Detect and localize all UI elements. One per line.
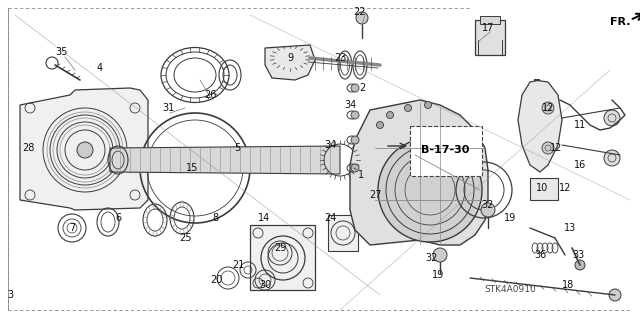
Text: 17: 17	[482, 23, 494, 33]
Text: 29: 29	[274, 243, 286, 253]
Circle shape	[604, 150, 620, 166]
Circle shape	[378, 138, 482, 242]
Circle shape	[404, 105, 412, 112]
Text: 35: 35	[56, 47, 68, 57]
Polygon shape	[265, 45, 315, 80]
Text: FR.: FR.	[610, 17, 630, 27]
Circle shape	[424, 101, 431, 108]
Text: 15: 15	[186, 163, 198, 173]
Circle shape	[387, 112, 394, 118]
Circle shape	[351, 84, 359, 92]
Text: 32: 32	[426, 253, 438, 263]
Bar	[250, 225, 315, 290]
Bar	[475, 20, 505, 55]
Text: 34: 34	[344, 100, 356, 110]
Text: 19: 19	[504, 213, 516, 223]
Circle shape	[356, 12, 368, 24]
Text: 30: 30	[259, 280, 271, 290]
Text: 9: 9	[287, 53, 293, 63]
Circle shape	[351, 136, 359, 144]
Text: 18: 18	[562, 280, 574, 290]
Polygon shape	[110, 146, 340, 174]
Text: 7: 7	[69, 223, 75, 233]
Text: 32: 32	[482, 200, 494, 210]
Text: 1: 1	[358, 170, 364, 180]
Text: 8: 8	[212, 213, 218, 223]
Circle shape	[609, 289, 621, 301]
Circle shape	[542, 142, 554, 154]
Circle shape	[433, 248, 447, 262]
Text: 12: 12	[550, 143, 562, 153]
Text: 12: 12	[559, 183, 571, 193]
Polygon shape	[350, 100, 488, 245]
Text: 13: 13	[564, 223, 576, 233]
Text: B-17-30: B-17-30	[421, 145, 469, 155]
Text: 3: 3	[7, 290, 13, 300]
Circle shape	[351, 111, 359, 119]
Text: 28: 28	[22, 143, 34, 153]
Text: 36: 36	[534, 250, 546, 260]
Text: 24: 24	[324, 213, 336, 223]
Text: 27: 27	[369, 190, 381, 200]
Circle shape	[542, 182, 554, 194]
Text: 11: 11	[574, 120, 586, 130]
Text: 23: 23	[334, 53, 346, 63]
Bar	[530, 178, 558, 200]
Text: 25: 25	[179, 233, 191, 243]
Text: 33: 33	[572, 250, 584, 260]
Text: 26: 26	[204, 90, 216, 100]
Circle shape	[604, 110, 620, 126]
Circle shape	[481, 203, 495, 217]
Text: 31: 31	[162, 103, 174, 113]
Text: STK4A0910: STK4A0910	[484, 286, 536, 294]
Text: 20: 20	[210, 275, 222, 285]
Bar	[480, 16, 500, 24]
Text: 12: 12	[542, 103, 554, 113]
Circle shape	[542, 102, 554, 114]
Text: 16: 16	[574, 160, 586, 170]
Text: 4: 4	[97, 63, 103, 73]
Circle shape	[77, 142, 93, 158]
Text: 2: 2	[359, 83, 365, 93]
Circle shape	[376, 122, 383, 129]
Text: 14: 14	[258, 213, 270, 223]
Text: 10: 10	[536, 183, 548, 193]
Polygon shape	[20, 88, 148, 210]
Polygon shape	[518, 80, 562, 172]
Text: 19: 19	[432, 270, 444, 280]
Text: 34: 34	[324, 140, 336, 150]
Text: 22: 22	[354, 7, 366, 17]
Text: 21: 21	[232, 260, 244, 270]
Text: 6: 6	[115, 213, 121, 223]
Text: 5: 5	[234, 143, 240, 153]
Bar	[410, 126, 482, 176]
Circle shape	[575, 260, 585, 270]
Bar	[328, 215, 358, 251]
Circle shape	[351, 164, 359, 172]
FancyArrowPatch shape	[632, 14, 640, 20]
